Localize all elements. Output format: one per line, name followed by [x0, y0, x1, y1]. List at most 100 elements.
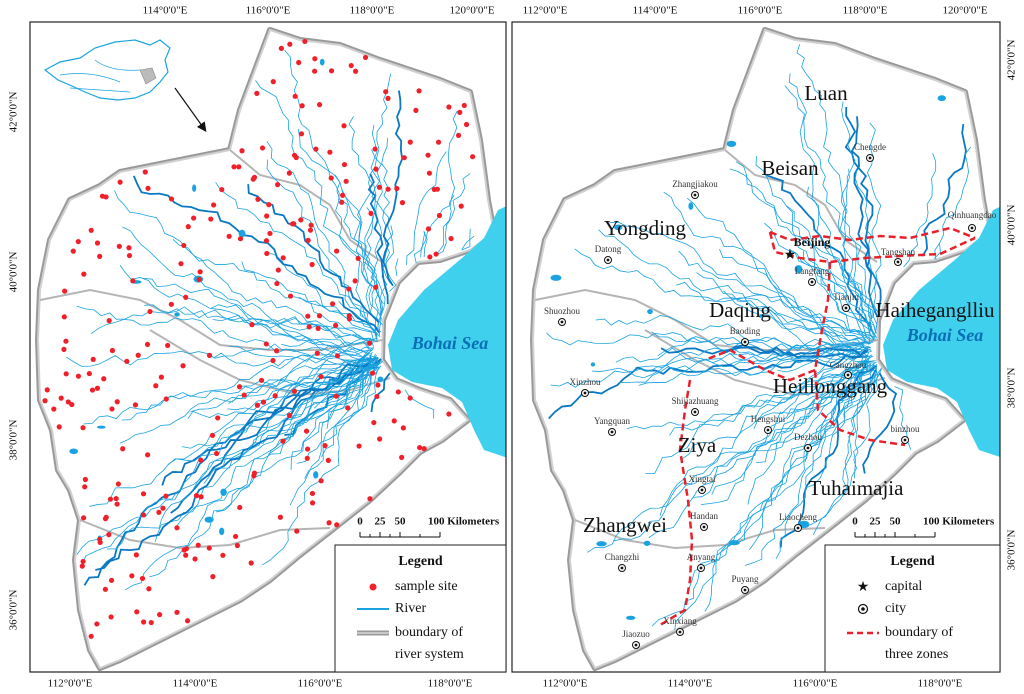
sample-site — [94, 385, 101, 391]
sample-site — [307, 227, 314, 233]
sample-site — [258, 377, 265, 383]
city-label: Baoding — [730, 326, 761, 336]
inset-china — [43, 39, 207, 132]
river — [844, 107, 879, 318]
sample-site — [191, 215, 197, 221]
sample-site — [287, 41, 293, 47]
sample-site — [431, 186, 437, 193]
scale-label: 0 — [852, 516, 858, 528]
sample-site — [56, 424, 62, 430]
city-label: Tianjin — [833, 292, 859, 302]
sample-site — [215, 415, 221, 421]
legend-item: river system — [395, 647, 464, 662]
sample-site — [141, 619, 147, 625]
left-map — [35, 27, 506, 671]
sample-site — [126, 245, 132, 251]
river — [805, 362, 871, 486]
top-axis-label: 114°0'0"E — [633, 5, 678, 17]
river — [132, 175, 380, 334]
sub-basin-line — [724, 149, 878, 263]
sample-site — [109, 347, 116, 354]
river — [841, 366, 877, 496]
sample-site — [463, 121, 470, 128]
river — [281, 340, 370, 352]
side-axis-label: 36°0'0"N — [8, 590, 20, 631]
city-symbol — [702, 525, 706, 529]
sample-site — [372, 146, 378, 152]
city-symbol — [606, 258, 610, 262]
region-label: Beisan — [761, 156, 819, 180]
reservoir — [794, 265, 803, 274]
legend-item: River — [395, 601, 426, 616]
city-symbol — [620, 566, 624, 570]
sample-site — [226, 233, 232, 239]
sample-site — [126, 252, 133, 259]
sample-site — [147, 308, 153, 315]
sample-site — [206, 545, 212, 551]
sample-site — [132, 402, 139, 408]
sample-site — [97, 539, 103, 546]
sample-site — [314, 350, 320, 356]
sample-site — [103, 194, 109, 200]
region-label: Heillonggang — [773, 374, 888, 398]
sample-site — [286, 412, 293, 419]
sample-site — [90, 356, 96, 362]
river — [356, 73, 392, 329]
city-label: Cangzhou — [830, 360, 867, 370]
top-axis-label: 112°0'0"E — [523, 5, 568, 17]
sample-site — [254, 402, 261, 408]
sample-site — [237, 236, 244, 242]
sample-site — [305, 313, 311, 319]
sample-site — [97, 253, 103, 259]
river — [546, 332, 865, 360]
city-label: Dezhou — [794, 432, 822, 442]
side-axis-label: 38°0'0"N — [8, 420, 20, 461]
sample-site — [174, 525, 180, 531]
river — [242, 353, 376, 387]
sample-site — [264, 213, 270, 219]
sample-site — [251, 470, 258, 476]
city-symbol — [810, 280, 814, 284]
scale-label: 100 Kilometers — [428, 516, 500, 528]
bottom-axis-label: 118°0'0"E — [918, 678, 963, 690]
sample-site — [346, 313, 352, 319]
sample-site — [401, 155, 407, 161]
sample-site — [139, 575, 146, 582]
sample-site — [51, 406, 57, 412]
river — [121, 351, 372, 421]
river — [304, 360, 382, 479]
sample-site — [291, 221, 297, 227]
river — [764, 222, 877, 334]
sample-site — [185, 224, 191, 230]
region-label: Yongding — [604, 216, 686, 240]
sample-site — [325, 457, 331, 463]
reservoir — [688, 202, 694, 210]
city-symbol — [844, 306, 848, 310]
sample-site — [277, 514, 284, 520]
sample-site — [273, 348, 280, 354]
city-symbol — [678, 630, 682, 634]
river — [587, 359, 869, 553]
river — [228, 360, 374, 404]
sample-site — [178, 261, 184, 267]
river — [266, 141, 378, 340]
sample-site — [198, 457, 204, 463]
river — [660, 346, 869, 358]
sample-site — [318, 478, 324, 484]
sample-site — [69, 401, 75, 408]
reservoir — [590, 362, 596, 367]
right-map — [530, 27, 1000, 671]
legend-item: boundary of — [885, 625, 953, 640]
river — [686, 197, 875, 341]
sample-site — [340, 192, 346, 198]
city-label: Qinhuangdao — [948, 210, 997, 220]
sub-basin-line — [39, 288, 384, 351]
sample-site — [328, 175, 334, 181]
sample-site — [183, 552, 189, 558]
river — [213, 349, 373, 367]
sample-site — [184, 618, 191, 624]
sample-site — [106, 532, 112, 538]
sample-site — [369, 370, 376, 376]
top-axis-label: 114°0'0"E — [143, 5, 188, 17]
river — [284, 49, 381, 338]
